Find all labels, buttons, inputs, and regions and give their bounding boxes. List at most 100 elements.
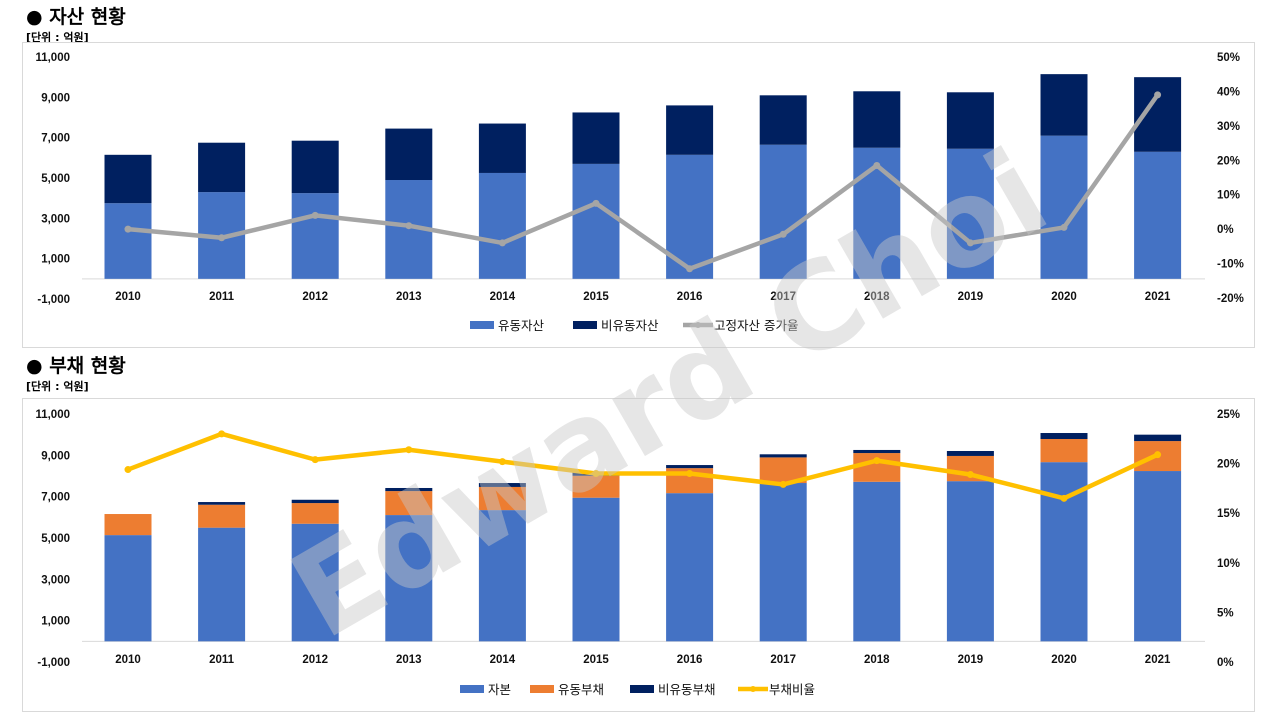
bar-segment [478, 123, 526, 173]
left-axis-tick-label: 9,000 [41, 92, 70, 104]
legend-label: 유동부채 [558, 682, 604, 697]
line-point [405, 446, 413, 454]
bar-segment [291, 499, 339, 504]
x-axis-tick-label: 2011 [209, 654, 235, 666]
x-axis-tick-label: 2021 [1145, 654, 1171, 666]
bar-segment [198, 504, 246, 528]
left-axis-tick-label: 7,000 [41, 492, 70, 504]
right-axis-tick-label: 0% [1217, 657, 1234, 669]
left-axis-tick-label: 1,000 [41, 254, 70, 266]
asset-unit-label: [단위 : 억원] [26, 31, 89, 44]
bar-segment [1040, 74, 1088, 136]
x-axis-tick-label: 2014 [490, 291, 516, 303]
bar-segment [104, 514, 152, 536]
line-point [779, 480, 787, 488]
left-axis-tick-label: 5,000 [41, 533, 70, 545]
line-point [311, 211, 319, 219]
bar-segment [666, 105, 714, 155]
line-point [873, 457, 881, 465]
bar-segment [946, 450, 994, 456]
left-axis-tick-label: 3,000 [41, 574, 70, 586]
bar-segment [104, 203, 152, 279]
line-point [1154, 451, 1162, 459]
x-axis-tick-label: 2015 [583, 654, 609, 666]
x-axis-tick-label: 2012 [302, 654, 328, 666]
right-axis-tick-label: 50% [1217, 52, 1240, 64]
bar-segment [385, 491, 433, 516]
line-point [124, 466, 132, 474]
right-axis-tick-label: 20% [1217, 459, 1240, 471]
series-line [127, 93, 1160, 271]
bar-segment [198, 502, 246, 505]
right-axis-tick-label: 25% [1217, 409, 1240, 421]
x-axis-tick-label: 2012 [302, 291, 328, 303]
bar-segment [478, 486, 526, 511]
bar-segment [853, 91, 901, 148]
legend-label: 부채비율 [769, 682, 815, 697]
bar-segment [198, 527, 246, 642]
bar-segment [666, 465, 714, 469]
left-axis-tick-label: -1,000 [37, 657, 70, 669]
x-axis-tick-label: 2021 [1145, 291, 1171, 303]
x-axis-tick-label: 2020 [1051, 291, 1077, 303]
legend-swatch [470, 321, 494, 329]
liability-chart: -1,000 1,000 3,000 5,000 7,000 9,000 11,000 0% 5… [35, 409, 1240, 697]
bar-segment [572, 497, 620, 642]
legend-label: 유동자산 [498, 318, 545, 333]
bar-segment [385, 515, 433, 642]
bar-segment [385, 487, 433, 492]
legend-label: 비유동부채 [658, 682, 716, 697]
series-line [127, 431, 1159, 501]
right-axis-tick-label: 10% [1217, 190, 1240, 202]
liability-chart-panel [22, 398, 1255, 712]
left-axis-tick-label: -1,000 [37, 294, 70, 306]
bar-segment [853, 481, 901, 642]
bar-segment [478, 510, 526, 642]
bar-segment [291, 503, 339, 524]
bar-segment [1134, 471, 1182, 642]
line-point [592, 199, 600, 207]
legend-swatch [630, 685, 654, 693]
right-axis-tick-label: 10% [1217, 558, 1240, 570]
x-axis-tick-label: 2013 [396, 291, 422, 303]
line-point [405, 222, 413, 230]
asset-chart: -1,000 1,000 3,000 5,000 7,000 9,000 11,000 -20… [35, 52, 1243, 333]
bar-segment [759, 454, 807, 458]
line-point [124, 225, 132, 233]
x-axis-tick-label: 2019 [958, 291, 984, 303]
bar-segment [1040, 433, 1088, 440]
x-axis-tick-label: 2018 [864, 654, 890, 666]
line-point [592, 470, 600, 478]
x-axis-tick-label: 2017 [770, 654, 796, 666]
bar-segment [666, 493, 714, 642]
left-axis-tick-label: 11,000 [35, 52, 70, 64]
bar-segment [104, 535, 152, 642]
line-point [966, 239, 974, 247]
legend-label: 비유동자산 [601, 318, 659, 333]
line-point [1060, 494, 1068, 502]
right-axis-tick-label: 0% [1217, 224, 1234, 236]
line-point [873, 161, 881, 169]
x-axis-tick-label: 2015 [583, 291, 609, 303]
line-point [686, 470, 694, 478]
bar-segment [1040, 439, 1088, 463]
x-axis-tick-label: 2018 [864, 291, 890, 303]
left-axis-tick-label: 9,000 [41, 450, 70, 462]
bar-segment [572, 163, 620, 279]
bar-segment [759, 483, 807, 642]
bar-segment [946, 481, 994, 642]
liability-chart-title: ● 부채 현황 [26, 355, 126, 377]
bar-segment [759, 95, 807, 145]
legend-label: 고정자산 증가율 [714, 318, 798, 333]
right-axis-tick-label: 15% [1217, 508, 1240, 520]
x-axis-tick-label: 2016 [677, 654, 703, 666]
line-point [311, 456, 319, 464]
legend-line-marker [695, 322, 701, 328]
left-axis-tick-label: 3,000 [41, 213, 70, 225]
x-axis-tick-label: 2013 [396, 654, 422, 666]
bar-segment [478, 483, 526, 487]
right-axis-tick-label: -20% [1217, 293, 1244, 305]
right-axis-tick-label: 20% [1217, 155, 1240, 167]
line-point [218, 430, 226, 438]
